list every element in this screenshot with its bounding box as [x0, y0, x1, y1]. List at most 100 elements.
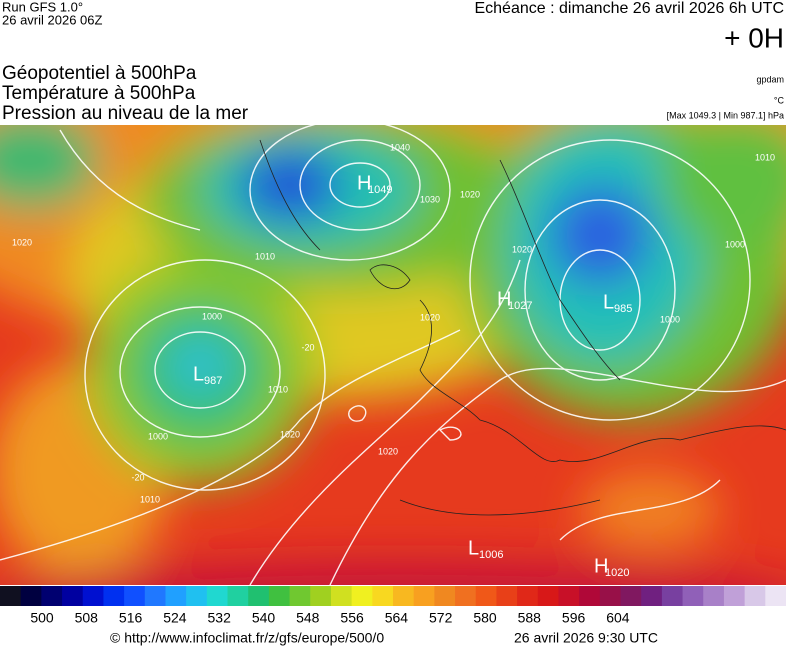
legend-tick: 516: [119, 610, 143, 626]
color-swatch: [268, 586, 291, 606]
unit-label: [Max 1049.3 | Min 987.1] hPa: [667, 110, 784, 120]
forecast-time: Echéance : dimanche 26 avril 2026 6h UTC: [474, 0, 784, 17]
center-value: 985: [614, 303, 632, 315]
isobar-label: 1010: [268, 384, 288, 394]
isobar-label: -20: [301, 342, 314, 352]
color-swatch: [434, 586, 456, 606]
legend-tick: 508: [75, 610, 99, 626]
color-bar: 500 508 516 524 532 540 548 556 564 572 580 588 596 6…: [0, 586, 786, 626]
color-swatch: [558, 586, 580, 606]
isobar-label: -20: [131, 472, 144, 482]
isobar-label: 1040: [390, 142, 410, 152]
run-date: 26 avril 2026 06Z: [2, 12, 103, 27]
isobar-label: 1020: [378, 446, 398, 456]
center-letter: L: [193, 363, 204, 385]
legend-tick: 564: [385, 610, 409, 626]
unit-label: gpdam: [756, 74, 784, 84]
color-swatch: [248, 586, 270, 606]
color-swatch: [455, 586, 477, 606]
color-swatch: [703, 586, 725, 606]
isobar-label: 1010: [140, 494, 160, 504]
color-swatch: [0, 586, 22, 606]
isobar-label: 1030: [420, 194, 440, 204]
lead-time: + 0H: [724, 22, 784, 53]
legend-tick: 524: [163, 610, 187, 626]
color-swatch: [20, 586, 42, 606]
isobar-label: 1010: [755, 152, 775, 162]
isobar-label: 1020: [420, 312, 440, 322]
center-letter: H: [497, 288, 511, 310]
center-value: 1049: [368, 184, 392, 196]
color-swatch: [351, 586, 373, 606]
color-swatch: [620, 586, 642, 606]
center-value: 1027: [508, 300, 532, 312]
isobar-labels: 1040 1030 1020 1010 1000 1000 1020 1010 1000 1010…: [12, 142, 775, 504]
color-swatch: [641, 586, 663, 606]
color-swatch: [413, 586, 435, 606]
run-label: Run GFS 1.0°: [2, 0, 83, 14]
color-swatch: [103, 586, 125, 606]
color-swatch: [62, 586, 84, 606]
unit-label: °C: [774, 95, 785, 105]
footer-date: 26 avril 2026 9:30 UTC: [514, 630, 658, 646]
legend-tick: 500: [30, 610, 54, 626]
color-swatch: [124, 586, 146, 606]
color-swatch: [372, 586, 394, 606]
color-swatch: [537, 586, 559, 606]
legend-tick: 540: [252, 610, 276, 626]
field-name: Température à 500hPa: [2, 83, 196, 104]
isobar-label: 1020: [12, 237, 32, 247]
isobar-label: 1020: [460, 189, 480, 199]
center-value: 1006: [479, 549, 503, 561]
isobar-label: 1020: [512, 244, 532, 254]
legend-tick: 596: [562, 610, 586, 626]
color-swatch: [765, 586, 786, 606]
field-name: Géopotentiel à 500hPa: [2, 63, 197, 84]
legend-tick: 580: [473, 610, 497, 626]
isobar-label: 1000: [660, 314, 680, 324]
legend-tick: 588: [518, 610, 542, 626]
isobar-label: 1010: [255, 251, 275, 261]
source-link: © http://www.infoclimat.fr/z/gfs/europe/…: [110, 630, 384, 646]
isobar-label: 1020: [280, 429, 300, 439]
center-letter: H: [594, 555, 608, 577]
isobar-label: 1000: [148, 431, 168, 441]
isobar-label: 1000: [725, 239, 745, 249]
color-swatch: [82, 586, 104, 606]
color-swatch: [496, 586, 518, 606]
color-swatch: [41, 586, 63, 606]
color-swatch: [310, 586, 332, 606]
color-swatch: [579, 586, 601, 606]
center-value: 987: [204, 375, 222, 387]
field-name: Pression au niveau de la mer: [2, 103, 249, 124]
color-swatch: [289, 586, 311, 606]
color-swatch: [661, 586, 684, 606]
color-swatch: [723, 586, 746, 606]
legend-tick: 532: [208, 610, 232, 626]
color-swatch: [682, 586, 704, 606]
legend-tick: 604: [606, 610, 630, 626]
center-value: 1020: [605, 567, 629, 579]
color-swatch: [206, 586, 229, 606]
color-swatch: [144, 586, 166, 606]
center-letter: H: [357, 172, 371, 194]
color-swatch: [744, 586, 766, 606]
color-swatch: [517, 586, 539, 606]
color-swatch: [393, 586, 415, 606]
color-swatch: [227, 586, 249, 606]
color-swatch: [165, 586, 187, 606]
center-letter: L: [603, 291, 614, 313]
color-swatch: [475, 586, 497, 606]
color-swatch: [599, 586, 622, 606]
color-swatch: [330, 586, 353, 606]
center-letter: L: [468, 537, 479, 559]
color-swatch: [186, 586, 208, 606]
legend-tick: 548: [296, 610, 320, 626]
isobar-label: 1000: [202, 311, 222, 321]
legend-tick: 556: [340, 610, 364, 626]
legend-tick: 572: [429, 610, 453, 626]
